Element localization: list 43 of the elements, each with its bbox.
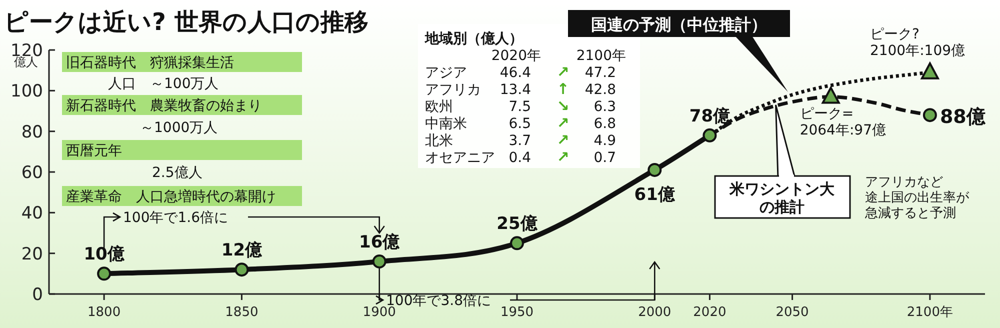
data-label: 78億	[689, 106, 732, 126]
y-tick-label: 100	[10, 82, 43, 102]
text: 地域別（億人）	[424, 30, 523, 47]
y-tick-label: 40	[21, 204, 43, 224]
annotation: 100年で1.6倍に	[123, 210, 228, 226]
text: 中南米 6.5 ↗ 6.8	[425, 114, 616, 132]
annotation: ～1000万人	[140, 120, 218, 136]
chart-title: ピークは近い? 世界の人口の推移	[4, 8, 368, 36]
data-label: 16億	[359, 232, 401, 252]
data-label: 12億	[221, 240, 264, 261]
y-tick-label: 20	[21, 244, 43, 264]
annotation: 新石器時代 農業牧畜の始まり	[66, 97, 262, 114]
annotation: ピーク= 2064年:97億	[800, 106, 886, 139]
annotation: 2.5億人	[152, 165, 202, 181]
annotation: 西暦元年	[66, 143, 122, 159]
text: アフリカ 13.4 ↑ 42.8	[425, 80, 616, 98]
y-tick-label: 80	[21, 122, 43, 142]
x-tick-label: 2000	[638, 305, 672, 320]
text: 北米 3.7 ↗ 4.9	[425, 131, 616, 149]
text: 国連の予測（中位推計）	[591, 15, 767, 34]
annotation: 旧石器時代 狩猟採集生活	[66, 55, 234, 71]
text: 欧州 7.5 ↘ 6.3	[425, 97, 616, 115]
data-label: 61億	[634, 184, 676, 205]
data-label: 88億	[940, 106, 986, 128]
annotation: アフリカなど途上国の出生率が急減すると予測	[864, 175, 970, 222]
y-tick-label: 60	[21, 163, 43, 183]
annotation: 産業革命 人口急増時代の幕開け	[66, 188, 276, 205]
text: オセアニア 0.4 ↗ 0.7	[425, 148, 616, 166]
annotation: 人口 ～100万人	[108, 76, 219, 92]
annotation: ピーク? 2100年:109億	[870, 26, 966, 60]
x-tick-label: 1900	[362, 305, 396, 320]
x-tick-label: 1850	[225, 305, 258, 320]
data-label: 25億	[496, 214, 538, 234]
x-tick-label: 1950	[500, 305, 534, 320]
y-tick-label: 0	[32, 285, 43, 305]
data-label: 10億	[84, 244, 126, 265]
text: アジア 46.4 ↗ 47.2	[425, 63, 616, 81]
text: 2020年 2100年	[491, 48, 626, 64]
x-tick-label: 2050	[776, 305, 809, 320]
x-tick-label: 1800	[88, 305, 121, 320]
annotation: 米ワシントン大の推計	[728, 180, 836, 216]
x-tick-label: 2020	[693, 305, 726, 320]
x-tick-label: 2100年	[906, 305, 953, 320]
